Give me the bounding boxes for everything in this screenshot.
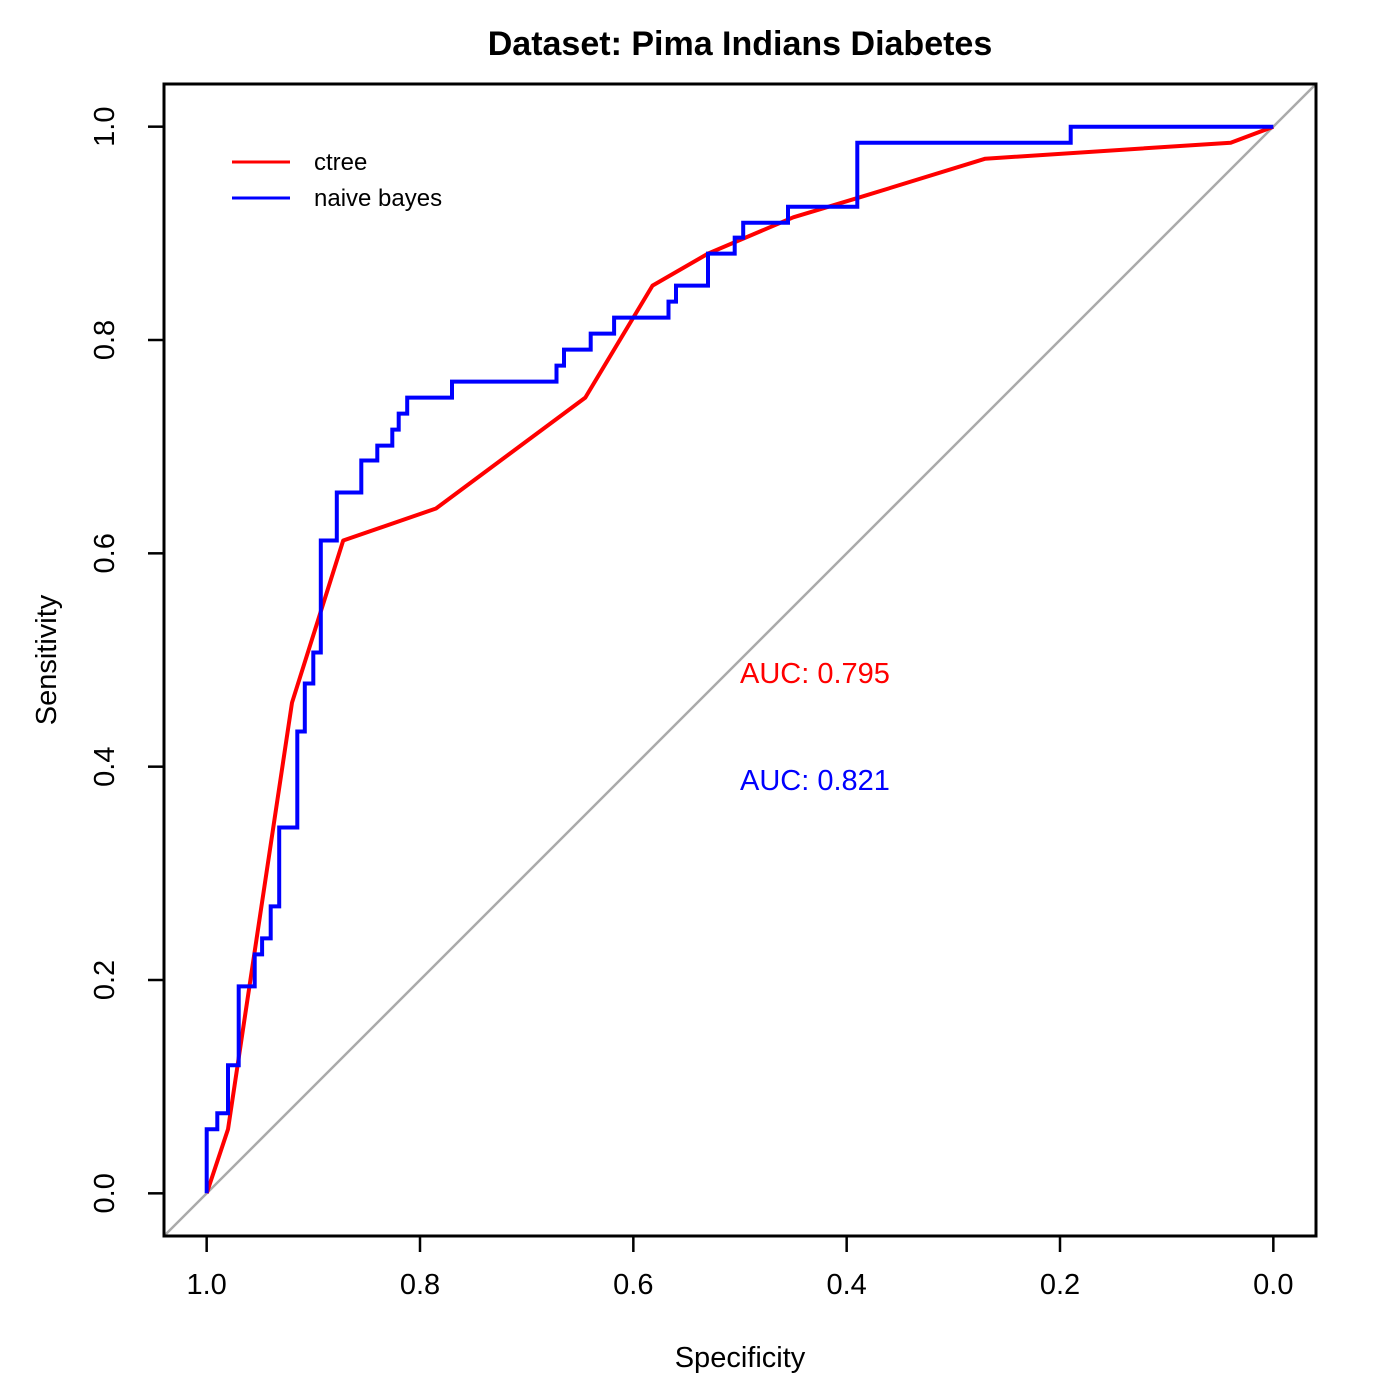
x-axis-label: Specificity <box>675 1342 806 1374</box>
legend-label-naive-bayes: naive bayes <box>314 185 442 212</box>
auc-label-naive-bayes: AUC: 0.821 <box>740 765 890 797</box>
plot-frame <box>162 82 1318 1238</box>
y-tick-label: 0.2 <box>89 960 121 1000</box>
x-tick-label: 0.2 <box>1040 1269 1080 1301</box>
x-tick-label: 0.6 <box>613 1269 653 1301</box>
x-tick-label: 0.4 <box>827 1269 867 1301</box>
y-axis-label: Sensitivity <box>31 594 63 725</box>
plot-area <box>164 84 1316 1236</box>
x-tick-label: 0.0 <box>1253 1269 1293 1301</box>
chart-title: Dataset: Pima Indians Diabetes <box>488 25 993 63</box>
y-tick-label: 1.0 <box>89 107 121 147</box>
series-line-ctree <box>204 124 1275 1194</box>
reference-diagonal-line <box>164 84 1316 1236</box>
y-tick-label: 0.8 <box>89 320 121 360</box>
legend-label-ctree: ctree <box>314 149 367 176</box>
y-tick-label: 0.0 <box>89 1173 121 1213</box>
series-line-naive-bayes <box>204 124 1274 1194</box>
y-tick-label: 0.6 <box>89 533 121 573</box>
auc-label-ctree: AUC: 0.795 <box>740 658 890 690</box>
axis-ticks: 1.0 0.8 0.6 0.4 0.2 0.0 0.0 0.2 0.4 0.6 0.8 1.0 <box>89 107 1293 1301</box>
y-tick-label: 0.4 <box>89 747 121 787</box>
legend: ctree naive bayes <box>232 149 442 212</box>
x-tick-label: 1.0 <box>187 1269 227 1301</box>
x-tick-label: 0.8 <box>400 1269 440 1301</box>
